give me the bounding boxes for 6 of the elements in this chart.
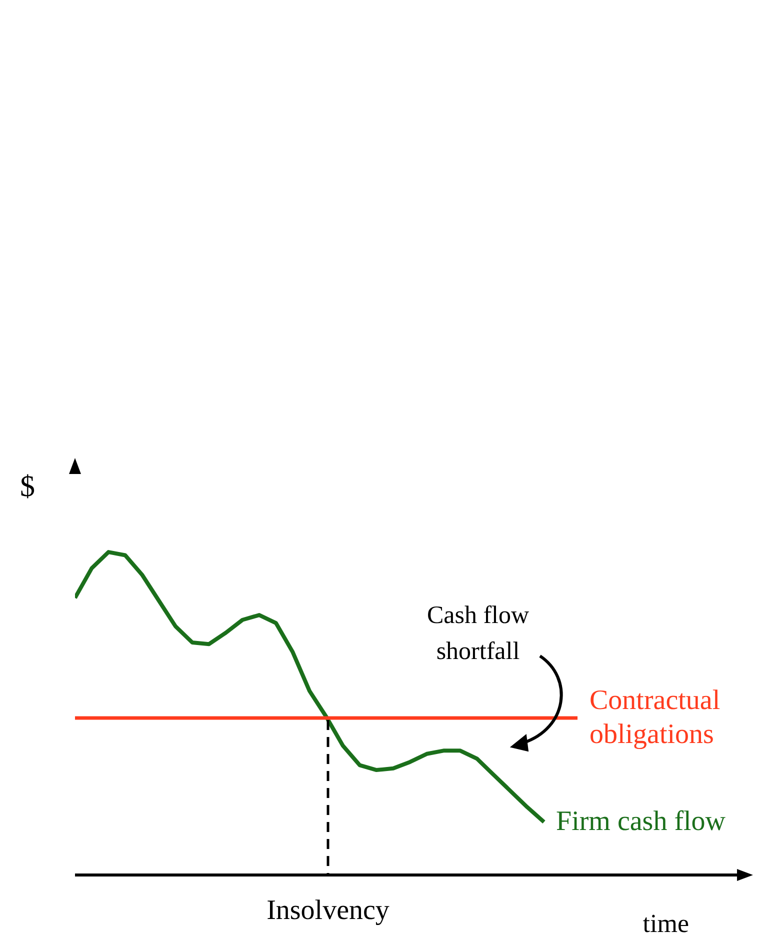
- text: Insolvency: [266, 894, 390, 928]
- x-axis-title: time: [642, 909, 689, 938]
- series-label: Firm cash flow: [556, 805, 727, 840]
- annotation: Cash flow shortfall: [426, 601, 530, 667]
- series-label: Contractual obligations: [590, 684, 722, 752]
- y-axis-title: $: [20, 470, 35, 504]
